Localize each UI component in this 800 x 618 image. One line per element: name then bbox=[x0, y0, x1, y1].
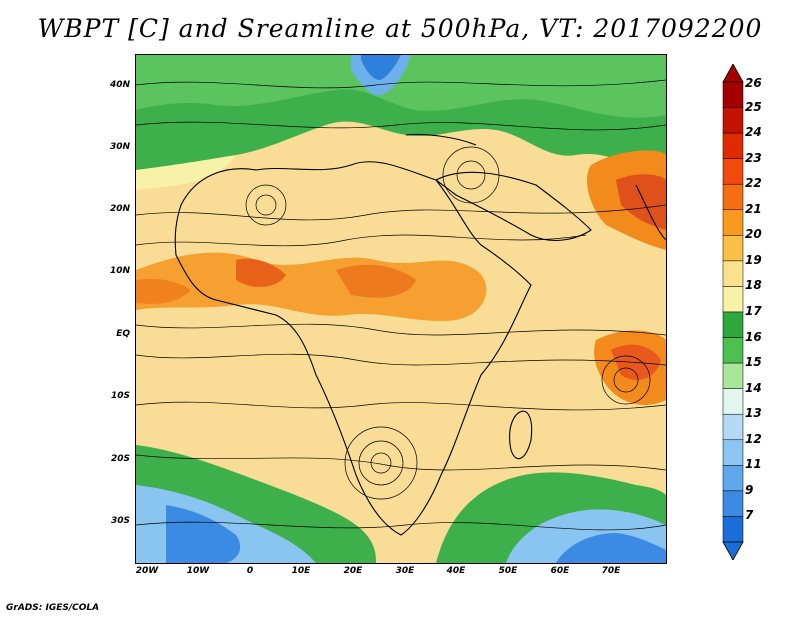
colorbar-label: 25 bbox=[745, 99, 762, 114]
lat-label: 30S bbox=[110, 516, 130, 526]
colorbar-label: 19 bbox=[745, 252, 762, 267]
mediterranean-coast bbox=[405, 133, 477, 146]
colorbar-segment bbox=[722, 209, 744, 236]
colorbar bbox=[722, 64, 744, 560]
lat-label: 40N bbox=[109, 80, 130, 90]
colorbar-top-arrow bbox=[722, 64, 744, 83]
colorbar-segment bbox=[722, 490, 744, 517]
colorbar-label: 7 bbox=[745, 508, 754, 523]
madagascar-coastline bbox=[509, 410, 533, 460]
colorbar-label: 18 bbox=[745, 278, 762, 293]
colorbar-segment bbox=[722, 516, 744, 543]
north-transition bbox=[136, 155, 236, 190]
lon-label: 60E bbox=[550, 566, 570, 576]
colorbar-bottom-arrow bbox=[722, 541, 744, 560]
lon-label: 10E bbox=[291, 566, 311, 576]
colorbar-segment bbox=[722, 260, 744, 287]
lat-label: 20S bbox=[110, 454, 130, 464]
colorbar-segment bbox=[722, 439, 744, 466]
colorbar-segment bbox=[722, 183, 744, 211]
colorbar-label: 16 bbox=[745, 329, 762, 344]
map-canvas bbox=[136, 55, 666, 563]
lon-label: 70E bbox=[601, 566, 621, 576]
hot-core-atlantic bbox=[136, 278, 191, 304]
colorbar-segment bbox=[722, 286, 744, 313]
hot-core-west-africa bbox=[236, 258, 286, 287]
lon-label: 20W bbox=[135, 566, 159, 576]
colorbar-label: 11 bbox=[745, 457, 762, 472]
colorbar-segment bbox=[722, 388, 744, 415]
north-cool-band-inner bbox=[136, 55, 666, 118]
colorbar-label: 26 bbox=[745, 76, 762, 90]
colorbar-segment bbox=[722, 413, 744, 441]
lon-label: 40E bbox=[446, 566, 466, 576]
arabia-coastline bbox=[434, 171, 592, 241]
streamlines bbox=[136, 79, 666, 531]
lon-label: 20E bbox=[343, 566, 363, 576]
colorbar-label: 12 bbox=[745, 431, 762, 446]
north-cold-core bbox=[361, 55, 401, 80]
colorbar-segment bbox=[722, 362, 744, 389]
colorbar-segment bbox=[722, 158, 744, 185]
map-title: WBPT [C] and Sreamline at 500hPa, VT: 20… bbox=[37, 14, 763, 43]
south-east-cold-core bbox=[556, 533, 666, 563]
hot-core-central-africa bbox=[336, 264, 416, 298]
colorbar-label: 22 bbox=[745, 176, 762, 191]
colorbar-segment bbox=[722, 235, 744, 262]
lon-label: 50E bbox=[498, 566, 518, 576]
colorbar-label: 21 bbox=[745, 201, 762, 216]
lat-label: 20N bbox=[109, 204, 130, 214]
lon-label: 10W bbox=[186, 566, 210, 576]
india-coastline bbox=[635, 184, 666, 241]
hot-core-arabian-sea bbox=[616, 174, 666, 230]
lat-label: EQ bbox=[116, 329, 130, 339]
colorbar-segment bbox=[722, 107, 744, 134]
colorbar-segment bbox=[722, 337, 744, 364]
lat-label: 10N bbox=[109, 266, 130, 276]
colorbar-segment bbox=[722, 465, 744, 492]
colorbar-segment bbox=[722, 132, 744, 159]
colorbar-segment bbox=[722, 81, 744, 108]
lat-label: 30N bbox=[109, 142, 130, 152]
colorbar-segments bbox=[722, 64, 744, 560]
colorbar-label: 15 bbox=[745, 355, 762, 370]
colorbar-label: 9 bbox=[745, 482, 754, 497]
colorbar-label: 14 bbox=[745, 380, 762, 395]
colorbar-segment bbox=[722, 311, 744, 338]
lat-label: 10S bbox=[110, 391, 130, 401]
grads-credit: GrADS: IGES/COLA bbox=[6, 603, 100, 613]
south-west-cold-core bbox=[166, 505, 241, 563]
colorbar-label: 20 bbox=[745, 227, 762, 242]
lon-label: 0 bbox=[246, 566, 254, 576]
colorbar-label: 13 bbox=[745, 406, 762, 421]
colorbar-label: 23 bbox=[745, 150, 762, 165]
colorbar-label: 17 bbox=[745, 304, 762, 318]
colorbar-label: 24 bbox=[745, 125, 762, 140]
africa-coastline bbox=[174, 161, 532, 536]
wbpt-streamline-map bbox=[135, 54, 667, 564]
orange-belt-10n bbox=[136, 252, 487, 322]
lon-label: 30E bbox=[395, 566, 415, 576]
